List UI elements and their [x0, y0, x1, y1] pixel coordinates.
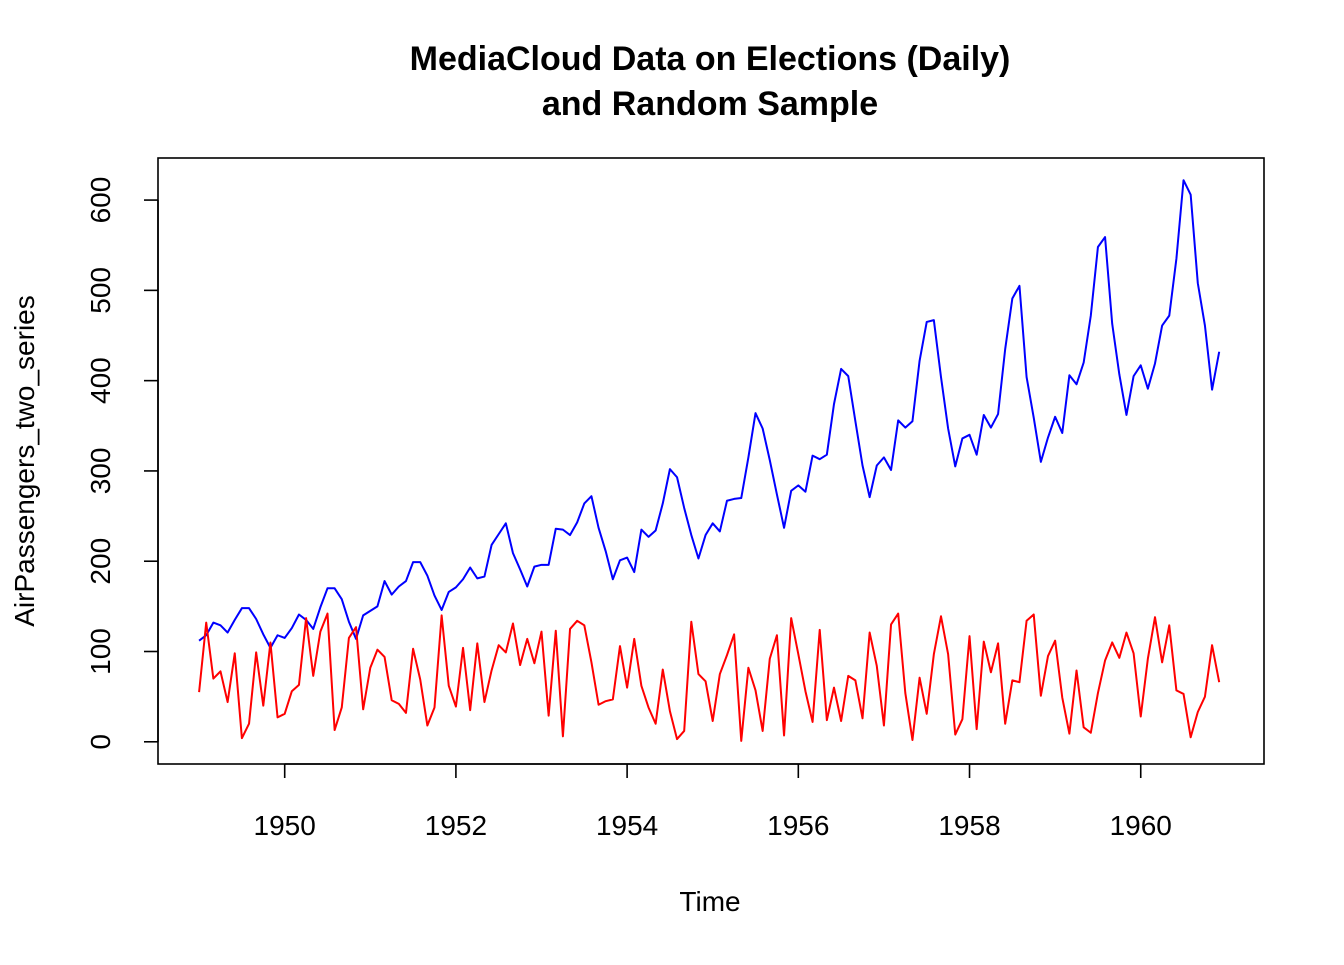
y-tick-label: 0 — [85, 734, 116, 750]
x-axis-label: Time — [679, 886, 740, 917]
chart-title-line-2: and Random Sample — [542, 85, 878, 123]
x-tick-label: 1950 — [254, 810, 316, 841]
y-tick-label: 500 — [85, 267, 116, 314]
y-tick-label: 400 — [85, 357, 116, 404]
series-line-1 — [198, 179, 1221, 649]
x-axis: 1950 1952 1954 1956 1958 1960 — [254, 763, 1172, 841]
y-tick-label: 300 — [85, 448, 116, 495]
x-tick-label: 1952 — [425, 810, 487, 841]
chart-title-line-1: MediaCloud Data on Elections (Daily) — [410, 40, 1011, 78]
series-group — [198, 179, 1221, 742]
x-tick-label: 1958 — [938, 810, 1000, 841]
y-axis: 0 100 200 300 400 500 600 — [85, 177, 159, 750]
x-tick-label: 1960 — [1110, 810, 1172, 841]
y-tick-label: 600 — [85, 177, 116, 224]
x-tick-label: 1956 — [767, 810, 829, 841]
x-tick-label: 1954 — [596, 810, 658, 841]
y-tick-label: 100 — [85, 628, 116, 675]
y-tick-label: 200 — [85, 538, 116, 585]
series-line-2 — [198, 612, 1221, 742]
y-axis-label: AirPassengers_two_series — [9, 295, 40, 627]
